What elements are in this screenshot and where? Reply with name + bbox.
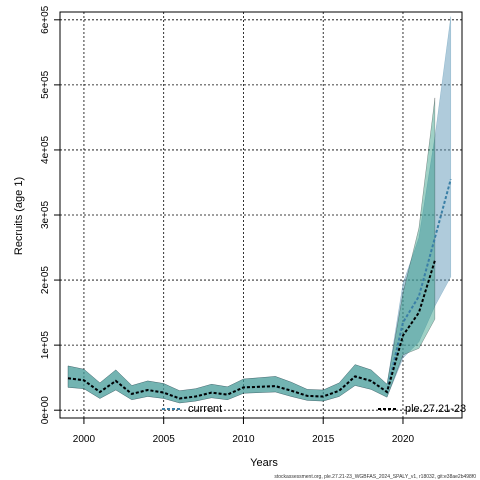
series-line-stock bbox=[67, 260, 436, 400]
x-axis-title: Years bbox=[250, 457, 278, 469]
confidence-band-stock bbox=[67, 97, 436, 404]
confidence-bands bbox=[67, 16, 452, 404]
legend-current-label: current bbox=[188, 403, 222, 415]
y-tick-label: 3e+05 bbox=[40, 201, 51, 230]
grid-lines bbox=[60, 12, 462, 418]
x-tick-label: 2020 bbox=[392, 434, 415, 445]
y-tick-label: 5e+05 bbox=[40, 70, 51, 99]
x-tick-label: 2000 bbox=[73, 434, 96, 445]
footer-source: stockassessment.org, ple.27.21-23_WGBFAS… bbox=[274, 474, 476, 480]
confidence-band-current bbox=[67, 16, 452, 404]
y-axis-title: Recruits (age 1) bbox=[13, 177, 25, 255]
x-tick-label: 2015 bbox=[312, 434, 335, 445]
legend: current ple.27.21-23 bbox=[162, 403, 466, 415]
x-tick-label: 2005 bbox=[153, 434, 176, 445]
y-axis: 0e+00 1e+05 2e+05 3e+05 4e+05 5e+05 6e+05 bbox=[40, 5, 60, 424]
legend-stock-label: ple.27.21-23 bbox=[405, 403, 466, 415]
x-tick-label: 2010 bbox=[232, 434, 255, 445]
y-tick-label: 4e+05 bbox=[40, 135, 51, 164]
series-lines bbox=[67, 178, 452, 400]
y-tick-label: 6e+05 bbox=[40, 5, 51, 34]
y-tick-label: 1e+05 bbox=[40, 331, 51, 360]
x-axis: 2000 2005 2010 2015 2020 bbox=[73, 418, 415, 445]
y-tick-label: 0e+00 bbox=[40, 396, 51, 425]
y-tick-label: 2e+05 bbox=[40, 266, 51, 295]
